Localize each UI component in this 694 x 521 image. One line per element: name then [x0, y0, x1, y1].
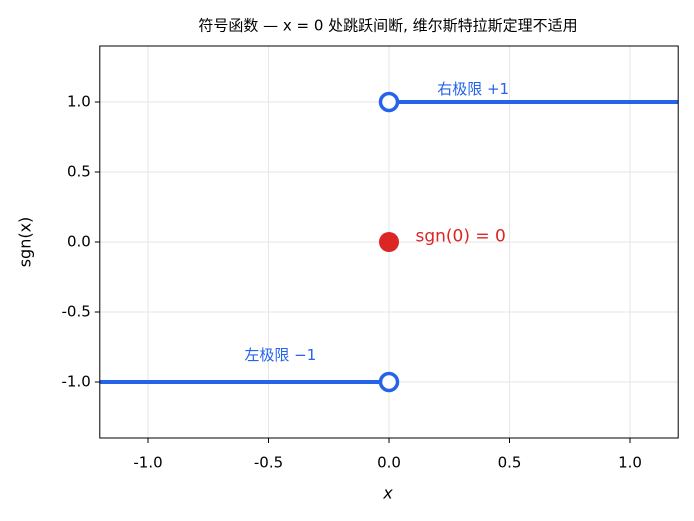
y-tick-label: -0.5: [62, 303, 91, 321]
point: [378, 91, 400, 113]
x-tick-label: 1.0: [618, 454, 642, 472]
chart-title: 符号函数 — x = 0 处跳跃间断, 维尔斯特拉斯定理不适用: [198, 17, 577, 35]
annotation: 左极限 −1: [244, 346, 316, 364]
point: [378, 371, 400, 393]
annotation: sgn(0) = 0: [416, 226, 506, 246]
y-tick-label: 1.0: [67, 93, 91, 111]
x-axis-label: x: [382, 484, 393, 503]
x-tick-label: -0.5: [254, 454, 283, 472]
x-tick-label: 0.0: [377, 454, 401, 472]
x-tick-label: -1.0: [133, 454, 162, 472]
y-tick-label: 0.0: [67, 233, 91, 251]
plot-frame: [99, 45, 679, 439]
point: [379, 232, 399, 252]
y-tick-label: 0.5: [67, 163, 91, 181]
annotation: 右极限 +1: [437, 80, 509, 98]
y-tick-label: -1.0: [62, 373, 91, 391]
x-tick-label: 0.5: [498, 454, 522, 472]
y-axis-label: sgn(x): [16, 217, 35, 268]
